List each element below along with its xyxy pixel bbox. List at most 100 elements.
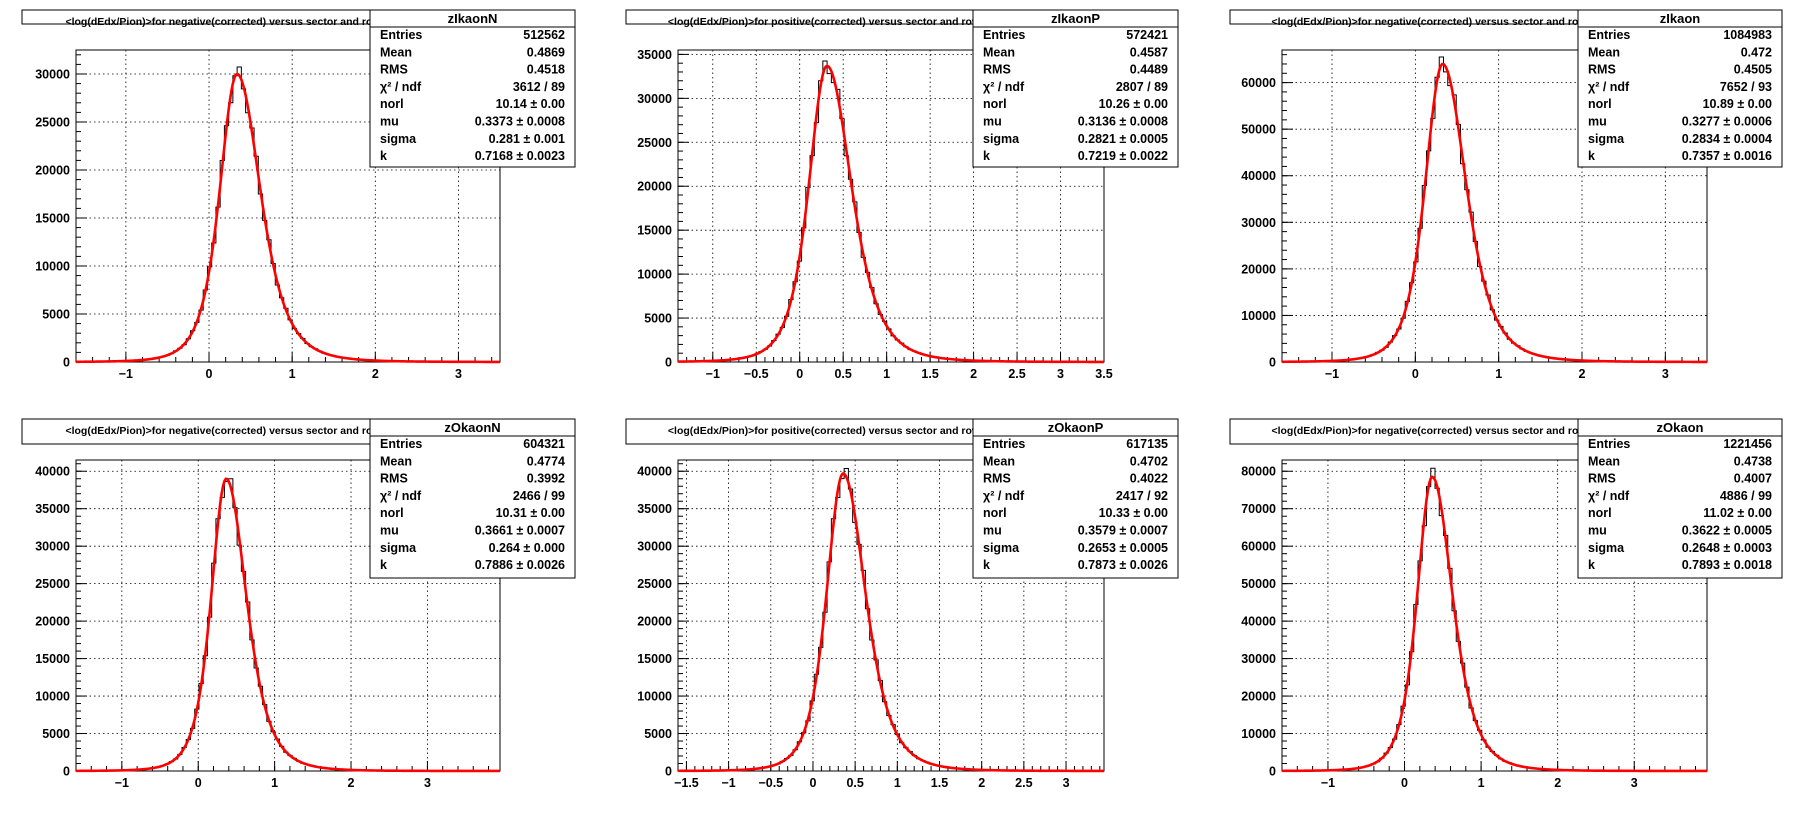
y-tick-label: 70000	[1241, 502, 1276, 516]
plot-frame	[1281, 49, 1708, 363]
stats-label: χ² / ndf	[1588, 80, 1630, 94]
y-tick-label: 0	[63, 765, 70, 779]
stats-value: 2807 / 89	[1116, 80, 1168, 94]
stats-label: χ² / ndf	[983, 80, 1025, 94]
stats-label: χ² / ndf	[380, 80, 422, 94]
x-tick-label: 3	[1063, 776, 1070, 790]
stats-label: norl	[380, 97, 404, 111]
y-tick-label: 15000	[35, 212, 70, 226]
stats-label: RMS	[983, 63, 1011, 77]
stats-box	[1577, 9, 1783, 168]
y-tick-label: 25000	[35, 577, 70, 591]
stats-label: mu	[1588, 524, 1607, 538]
y-tick-label: 35000	[637, 48, 672, 62]
stats-value: 10.31 ± 0.00	[496, 506, 565, 520]
x-tick-label: 1	[883, 367, 890, 381]
stats-label: k	[983, 149, 990, 163]
stats-label: Entries	[1588, 437, 1630, 451]
plot-title: <log(dEdx/Pion)>for negative(corrected) …	[65, 16, 381, 28]
stats-value: 604321	[523, 437, 565, 451]
y-tick-label: 40000	[637, 465, 672, 479]
stats-value: 1221456	[1723, 437, 1772, 451]
stats-label: sigma	[983, 541, 1020, 555]
stats-value: 0.4518	[527, 63, 565, 77]
stats-value: 3612 / 89	[513, 80, 565, 94]
histogram-name: zOkaonP	[1048, 420, 1104, 435]
x-tick-label: 0	[796, 367, 803, 381]
stats-label: norl	[983, 506, 1007, 520]
stats-box	[369, 9, 576, 168]
x-tick-label: 0	[809, 776, 816, 790]
histogram-panel-top-right: −1 0 1 2 3 0 10000 20000 30000 40000 50000 60000 <lo…	[1229, 9, 1783, 381]
x-tick-label: 1.5	[921, 367, 938, 381]
stats-value: 0.3661 ± 0.0007	[475, 524, 565, 538]
stats-value: 0.4738	[1734, 454, 1772, 468]
stats-value: 0.2653 ± 0.0005	[1078, 541, 1168, 555]
stats-value: 0.3992	[527, 472, 565, 486]
y-tick-label: 10000	[35, 690, 70, 704]
stats-label: Mean	[380, 45, 412, 59]
x-tick-label: 2	[978, 776, 985, 790]
stats-box	[1577, 418, 1783, 579]
fit-curve	[1281, 475, 1707, 773]
stats-value: 0.7873 ± 0.0026	[1078, 558, 1168, 572]
plot-frame	[1281, 459, 1708, 772]
histogram-panel-bottom-left: −1 0 1 2 3 0 5000 10000 15000 20000 25000 30000 3500…	[21, 418, 576, 790]
y-tick-label: 10000	[1241, 309, 1276, 323]
y-tick-label: 35000	[35, 502, 70, 516]
stats-value: 10.33 ± 0.00	[1099, 506, 1168, 520]
y-tick-label: 10000	[1241, 727, 1276, 741]
stats-label: k	[1588, 558, 1595, 572]
x-tick-label: 1	[271, 776, 278, 790]
x-tick-label: 2.5	[1015, 776, 1032, 790]
stats-value: 0.7219 ± 0.0022	[1078, 149, 1168, 163]
x-tick-label: −1	[115, 776, 129, 790]
x-tick-label: 3	[1631, 776, 1638, 790]
stats-value: 2466 / 99	[513, 489, 565, 503]
x-tick-label: 0	[206, 367, 213, 381]
stats-label: k	[1588, 149, 1595, 163]
y-tick-label: 20000	[1241, 690, 1276, 704]
stats-label: Entries	[380, 28, 422, 42]
stats-value: 0.281 ± 0.001	[489, 132, 565, 146]
stats-value: 512562	[523, 28, 565, 42]
y-tick-label: 20000	[637, 615, 672, 629]
stats-label: norl	[380, 506, 404, 520]
x-tick-label: −1	[721, 776, 735, 790]
plot-frame	[677, 459, 1105, 772]
stats-label: Entries	[983, 437, 1025, 451]
stats-label: norl	[983, 97, 1007, 111]
y-tick-label: 50000	[1241, 577, 1276, 591]
plot-frame	[75, 459, 501, 772]
stats-value: 0.7886 ± 0.0026	[475, 558, 565, 572]
stats-value: 0.3622 ± 0.0005	[1682, 524, 1772, 538]
x-tick-label: 2	[348, 776, 355, 790]
plot-frame	[677, 49, 1105, 363]
stats-value: 11.02 ± 0.00	[1703, 506, 1772, 520]
y-tick-label: 40000	[1241, 169, 1276, 183]
fit-curve	[75, 477, 500, 773]
stats-value: 0.4869	[527, 45, 565, 59]
plot-frame	[75, 49, 501, 363]
y-tick-label: 10000	[637, 268, 672, 282]
x-tick-label: 3.5	[1095, 367, 1112, 381]
x-tick-label: 1	[1495, 367, 1502, 381]
y-tick-label: 30000	[1241, 216, 1276, 230]
x-tick-label: 1	[894, 776, 901, 790]
x-tick-label: −0.5	[758, 776, 783, 790]
y-tick-label: 20000	[35, 615, 70, 629]
histogram-name: zIkaonN	[448, 11, 498, 26]
stats-value: 0.7168 ± 0.0023	[475, 149, 565, 163]
x-tick-label: 0	[1401, 776, 1408, 790]
x-tick-label: 0	[195, 776, 202, 790]
x-tick-label: 0.5	[846, 776, 863, 790]
fit-curve	[678, 472, 1104, 773]
x-tick-label: −1	[1321, 776, 1335, 790]
stats-label: RMS	[1588, 472, 1616, 486]
stats-label: Entries	[1588, 28, 1630, 42]
stats-box	[972, 418, 1179, 579]
stats-value: 0.3277 ± 0.0006	[1682, 115, 1772, 129]
stats-label: χ² / ndf	[983, 489, 1025, 503]
stats-value: 0.4587	[1130, 45, 1168, 59]
stats-label: Mean	[1588, 454, 1620, 468]
